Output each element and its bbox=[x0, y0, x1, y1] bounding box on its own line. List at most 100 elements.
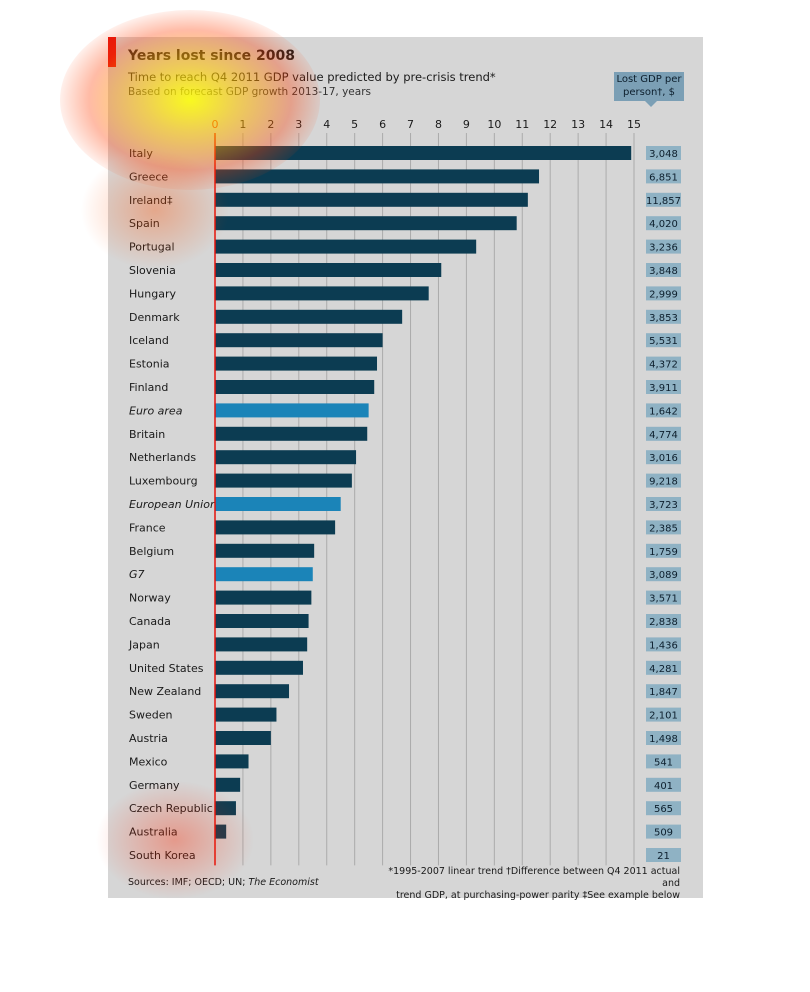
bar bbox=[215, 754, 249, 769]
x-tick-label: 8 bbox=[435, 118, 442, 131]
gdp-value-box bbox=[646, 216, 681, 231]
gdp-value: 9,218 bbox=[649, 477, 678, 488]
bar bbox=[215, 801, 236, 816]
bar bbox=[215, 450, 357, 465]
x-tick-label: 9 bbox=[463, 118, 470, 131]
bar bbox=[215, 824, 227, 839]
category-label: Italy bbox=[129, 147, 153, 160]
gdp-value-box bbox=[646, 520, 681, 535]
category-label: Ireland‡ bbox=[129, 194, 173, 207]
category-label: Luxembourg bbox=[129, 475, 198, 488]
bar bbox=[215, 543, 315, 558]
gdp-value: 3,048 bbox=[649, 149, 678, 160]
bar bbox=[215, 567, 313, 582]
gdp-value-box bbox=[646, 848, 681, 862]
gdp-value-box bbox=[646, 543, 681, 558]
gdp-value: 2,838 bbox=[649, 617, 678, 628]
gdp-value: 6,851 bbox=[649, 172, 678, 183]
gdp-value-box bbox=[646, 497, 681, 511]
gdp-value-box bbox=[646, 333, 681, 348]
sources-emphasis: The Economist bbox=[248, 877, 319, 888]
gdp-value: 3,089 bbox=[649, 570, 678, 581]
gdp-value-box bbox=[646, 356, 681, 371]
lost-gdp-header: Lost GDP per person†, $ bbox=[614, 72, 684, 107]
gdp-value-box bbox=[646, 684, 681, 699]
category-label: Sweden bbox=[129, 709, 172, 722]
category-label: European Union bbox=[129, 498, 217, 511]
x-tick-label: 10 bbox=[487, 118, 501, 131]
x-tick-label: 15 bbox=[627, 118, 641, 131]
gdp-value: 2,385 bbox=[649, 523, 678, 534]
gdp-value: 5,531 bbox=[649, 336, 678, 347]
bar bbox=[215, 684, 290, 699]
category-label: Canada bbox=[129, 615, 171, 628]
bar bbox=[215, 707, 277, 722]
bar bbox=[215, 777, 241, 792]
gdp-value: 3,723 bbox=[649, 500, 678, 511]
bar bbox=[215, 473, 352, 488]
x-tick-label: 6 bbox=[379, 118, 386, 131]
gdp-value-box bbox=[646, 239, 681, 254]
x-tick-label: 3 bbox=[295, 118, 302, 131]
category-label: Euro area bbox=[129, 404, 183, 417]
bar bbox=[215, 146, 632, 160]
x-tick-label: 7 bbox=[407, 118, 414, 131]
bar bbox=[215, 192, 528, 207]
gdp-value: 3,853 bbox=[649, 313, 678, 324]
bar bbox=[215, 520, 336, 535]
gdp-value-box bbox=[646, 263, 681, 277]
gdp-value-box bbox=[646, 450, 681, 465]
x-tick-label: 11 bbox=[515, 118, 529, 131]
bar bbox=[215, 286, 429, 301]
gdp-value: 4,020 bbox=[649, 219, 678, 230]
gdp-value: 11,857 bbox=[646, 196, 681, 207]
gdp-value: 1,847 bbox=[649, 687, 678, 698]
category-label: United States bbox=[129, 662, 204, 675]
bar bbox=[215, 614, 309, 628]
gdp-value-box bbox=[646, 146, 681, 160]
bar bbox=[215, 333, 383, 348]
x-tick-label: 0 bbox=[212, 118, 219, 131]
x-tick-label: 2 bbox=[267, 118, 274, 131]
bar bbox=[215, 660, 303, 675]
gdp-value-box bbox=[646, 169, 681, 184]
gdp-value-box bbox=[646, 286, 681, 301]
bar bbox=[215, 380, 375, 394]
gdp-value: 3,571 bbox=[649, 594, 678, 605]
gdp-value: 509 bbox=[654, 828, 673, 839]
gdp-value-box bbox=[646, 614, 681, 628]
gdp-value-box bbox=[646, 801, 681, 816]
category-label: Slovenia bbox=[129, 264, 176, 277]
bar bbox=[215, 356, 378, 371]
bar bbox=[215, 637, 308, 652]
gdp-value-box bbox=[646, 473, 681, 488]
bar bbox=[215, 497, 341, 511]
category-label: Britain bbox=[129, 428, 165, 441]
gdp-value: 3,848 bbox=[649, 266, 678, 277]
gdp-value: 3,911 bbox=[649, 383, 678, 394]
gdp-value-box bbox=[646, 637, 681, 652]
bar bbox=[215, 239, 477, 254]
gdp-value-box bbox=[646, 590, 681, 605]
bar bbox=[215, 169, 540, 184]
bar bbox=[215, 590, 312, 605]
category-label: Greece bbox=[129, 170, 168, 183]
category-label: Norway bbox=[129, 592, 171, 605]
bar bbox=[215, 731, 271, 745]
gdp-value-box bbox=[646, 309, 681, 324]
gdp-value-box bbox=[646, 192, 681, 207]
category-label: New Zealand bbox=[129, 685, 201, 698]
sources-prefix: Sources: IMF; OECD; UN; bbox=[128, 877, 249, 888]
gdp-value: 401 bbox=[654, 781, 673, 792]
gdp-value-box bbox=[646, 731, 681, 745]
bar bbox=[215, 216, 517, 231]
footnote-line-2: trend GDP, at purchasing-power parity ‡S… bbox=[396, 890, 680, 901]
category-label: Finland bbox=[129, 381, 168, 394]
gdp-value-box bbox=[646, 660, 681, 675]
gdp-value: 1,759 bbox=[649, 547, 678, 558]
x-tick-label: 14 bbox=[599, 118, 613, 131]
gdp-value: 1,642 bbox=[649, 406, 678, 417]
bar bbox=[215, 309, 403, 324]
footnote-line-1: *1995-2007 linear trend †Difference betw… bbox=[388, 866, 680, 889]
